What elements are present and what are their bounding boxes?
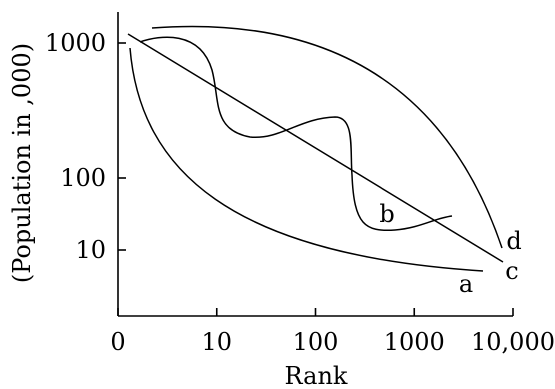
y-tick-label: 100 — [60, 164, 106, 192]
x-axis-label: Rank — [285, 362, 348, 389]
series-line-a — [129, 47, 484, 272]
series-line-c — [127, 33, 504, 263]
series-line-d — [151, 25, 503, 249]
series-line-b — [139, 36, 453, 232]
series-curves — [127, 25, 504, 272]
series-label-b: b — [379, 200, 394, 228]
x-tick-label: 100 — [293, 328, 339, 356]
series-label-a: a — [459, 270, 473, 298]
x-tick-label: 10,000 — [471, 328, 555, 356]
x-tick-label: 1000 — [384, 328, 445, 356]
series-label-d: d — [506, 227, 521, 255]
axes — [117, 12, 513, 317]
series-label-c: c — [505, 257, 518, 285]
tick-labels: 0 10 100 1000 10,000 10 100 1000 — [45, 29, 555, 356]
series-labels: a b cd — [379, 200, 521, 298]
x-tick-label: 0 — [110, 328, 125, 356]
tick-marks — [117, 42, 514, 316]
y-axis-label: (Population in ,000) — [8, 43, 36, 283]
y-tick-label: 1000 — [45, 29, 106, 57]
y-tick-label: 10 — [75, 236, 106, 264]
x-tick-label: 10 — [201, 328, 232, 356]
